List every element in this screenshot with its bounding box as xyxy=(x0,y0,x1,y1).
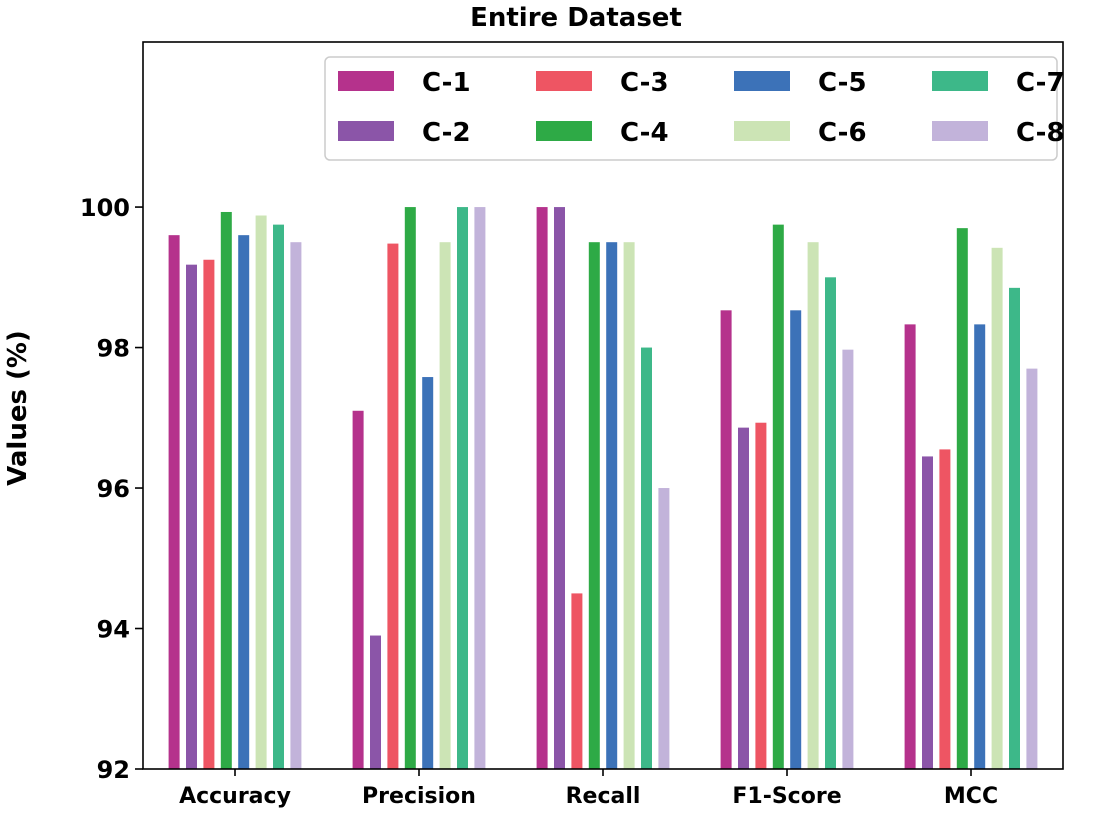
bar-c-1-mcc xyxy=(904,324,916,769)
bar-c-6-mcc xyxy=(991,247,1003,769)
bar-c-2-f1-score xyxy=(738,427,749,769)
legend-label-c-5: C-5 xyxy=(818,68,867,98)
legend: C-1 C-2 C-3 C-4 C-5 C-6 C-7 C-8 xyxy=(324,56,1065,161)
x-tick-label: MCC xyxy=(944,784,998,809)
bar-c-7-mcc xyxy=(1009,287,1020,769)
bar-c-7-precision xyxy=(457,207,468,769)
bar-c-3-recall xyxy=(571,593,583,769)
y-ticks: 92 94 96 98 100 xyxy=(80,194,143,784)
plot-frame xyxy=(142,41,1064,770)
x-tick-label: Recall xyxy=(566,784,641,809)
legend-swatch-c-6 xyxy=(734,121,790,141)
legend-swatch-c-1 xyxy=(338,71,394,91)
y-tick-label: 98 xyxy=(97,335,130,363)
bar-c-4-accuracy xyxy=(220,211,232,770)
bar-c-6-recall xyxy=(623,242,635,769)
bar-c-1-recall xyxy=(536,207,548,769)
bar-c-4-f1-score xyxy=(772,224,784,769)
legend-swatch-c-3 xyxy=(536,71,592,91)
bar-c-2-precision xyxy=(370,635,381,769)
bar-c-2-recall xyxy=(554,207,565,769)
y-axis-label: Values (%) xyxy=(3,330,33,486)
y-tick-label: 92 xyxy=(97,756,130,784)
bar-c-3-mcc xyxy=(939,449,951,769)
bar-c-5-recall xyxy=(606,242,618,769)
bar-c-2-accuracy xyxy=(186,264,197,769)
x-tick-label: Accuracy xyxy=(179,784,291,809)
bar-c-1-precision xyxy=(352,410,364,769)
bar-c-5-mcc xyxy=(974,324,986,769)
y-tick-label: 100 xyxy=(80,194,130,222)
bar-c-1-f1-score xyxy=(720,310,732,769)
legend-label-c-4: C-4 xyxy=(620,118,669,148)
bar-c-3-f1-score xyxy=(755,422,767,769)
legend-swatch-c-5 xyxy=(734,71,790,91)
y-tick-label: 96 xyxy=(97,475,130,503)
bar-c-3-accuracy xyxy=(203,259,215,769)
bar-c-8-recall xyxy=(658,488,670,769)
bar-c-6-accuracy xyxy=(255,215,267,769)
legend-swatch-c-2 xyxy=(338,121,394,141)
bar-c-4-precision xyxy=(404,207,416,769)
x-ticks: Accuracy Precision Recall F1-Score MCC xyxy=(179,769,998,809)
legend-swatch-c-7 xyxy=(932,71,988,91)
bar-c-6-f1-score xyxy=(807,242,819,769)
bar-c-7-recall xyxy=(641,347,652,769)
legend-box xyxy=(324,56,1058,161)
bar-c-8-precision xyxy=(474,207,486,769)
legend-swatch-c-4 xyxy=(536,121,592,141)
bar-c-7-f1-score xyxy=(825,277,836,769)
chart-title: Entire Dataset xyxy=(470,3,682,33)
bar-c-5-accuracy xyxy=(238,235,250,769)
legend-label-c-7: C-7 xyxy=(1016,68,1065,98)
bar-c-4-mcc xyxy=(956,228,968,769)
bar-c-6-precision xyxy=(439,242,451,769)
bar-c-1-accuracy xyxy=(168,235,180,769)
y-tick-label: 94 xyxy=(97,616,130,644)
bar-c-5-precision xyxy=(422,377,434,769)
legend-label-c-3: C-3 xyxy=(620,68,669,98)
x-tick-label: Precision xyxy=(362,784,476,809)
bars-layer xyxy=(168,207,1038,770)
bar-c-8-f1-score xyxy=(842,349,854,769)
legend-label-c-8: C-8 xyxy=(1016,118,1065,148)
bar-c-5-f1-score xyxy=(790,310,802,769)
bar-c-2-mcc xyxy=(922,456,933,769)
x-tick-label: F1-Score xyxy=(732,784,841,809)
legend-label-c-1: C-1 xyxy=(422,68,471,98)
bar-c-7-accuracy xyxy=(273,224,284,769)
bar-c-4-recall xyxy=(588,242,600,769)
legend-label-c-6: C-6 xyxy=(818,118,867,148)
legend-label-c-2: C-2 xyxy=(422,118,471,148)
bar-c-8-accuracy xyxy=(290,242,302,769)
bar-c-8-mcc xyxy=(1026,368,1038,769)
bar-c-3-precision xyxy=(387,243,399,770)
legend-swatch-c-8 xyxy=(932,121,988,141)
